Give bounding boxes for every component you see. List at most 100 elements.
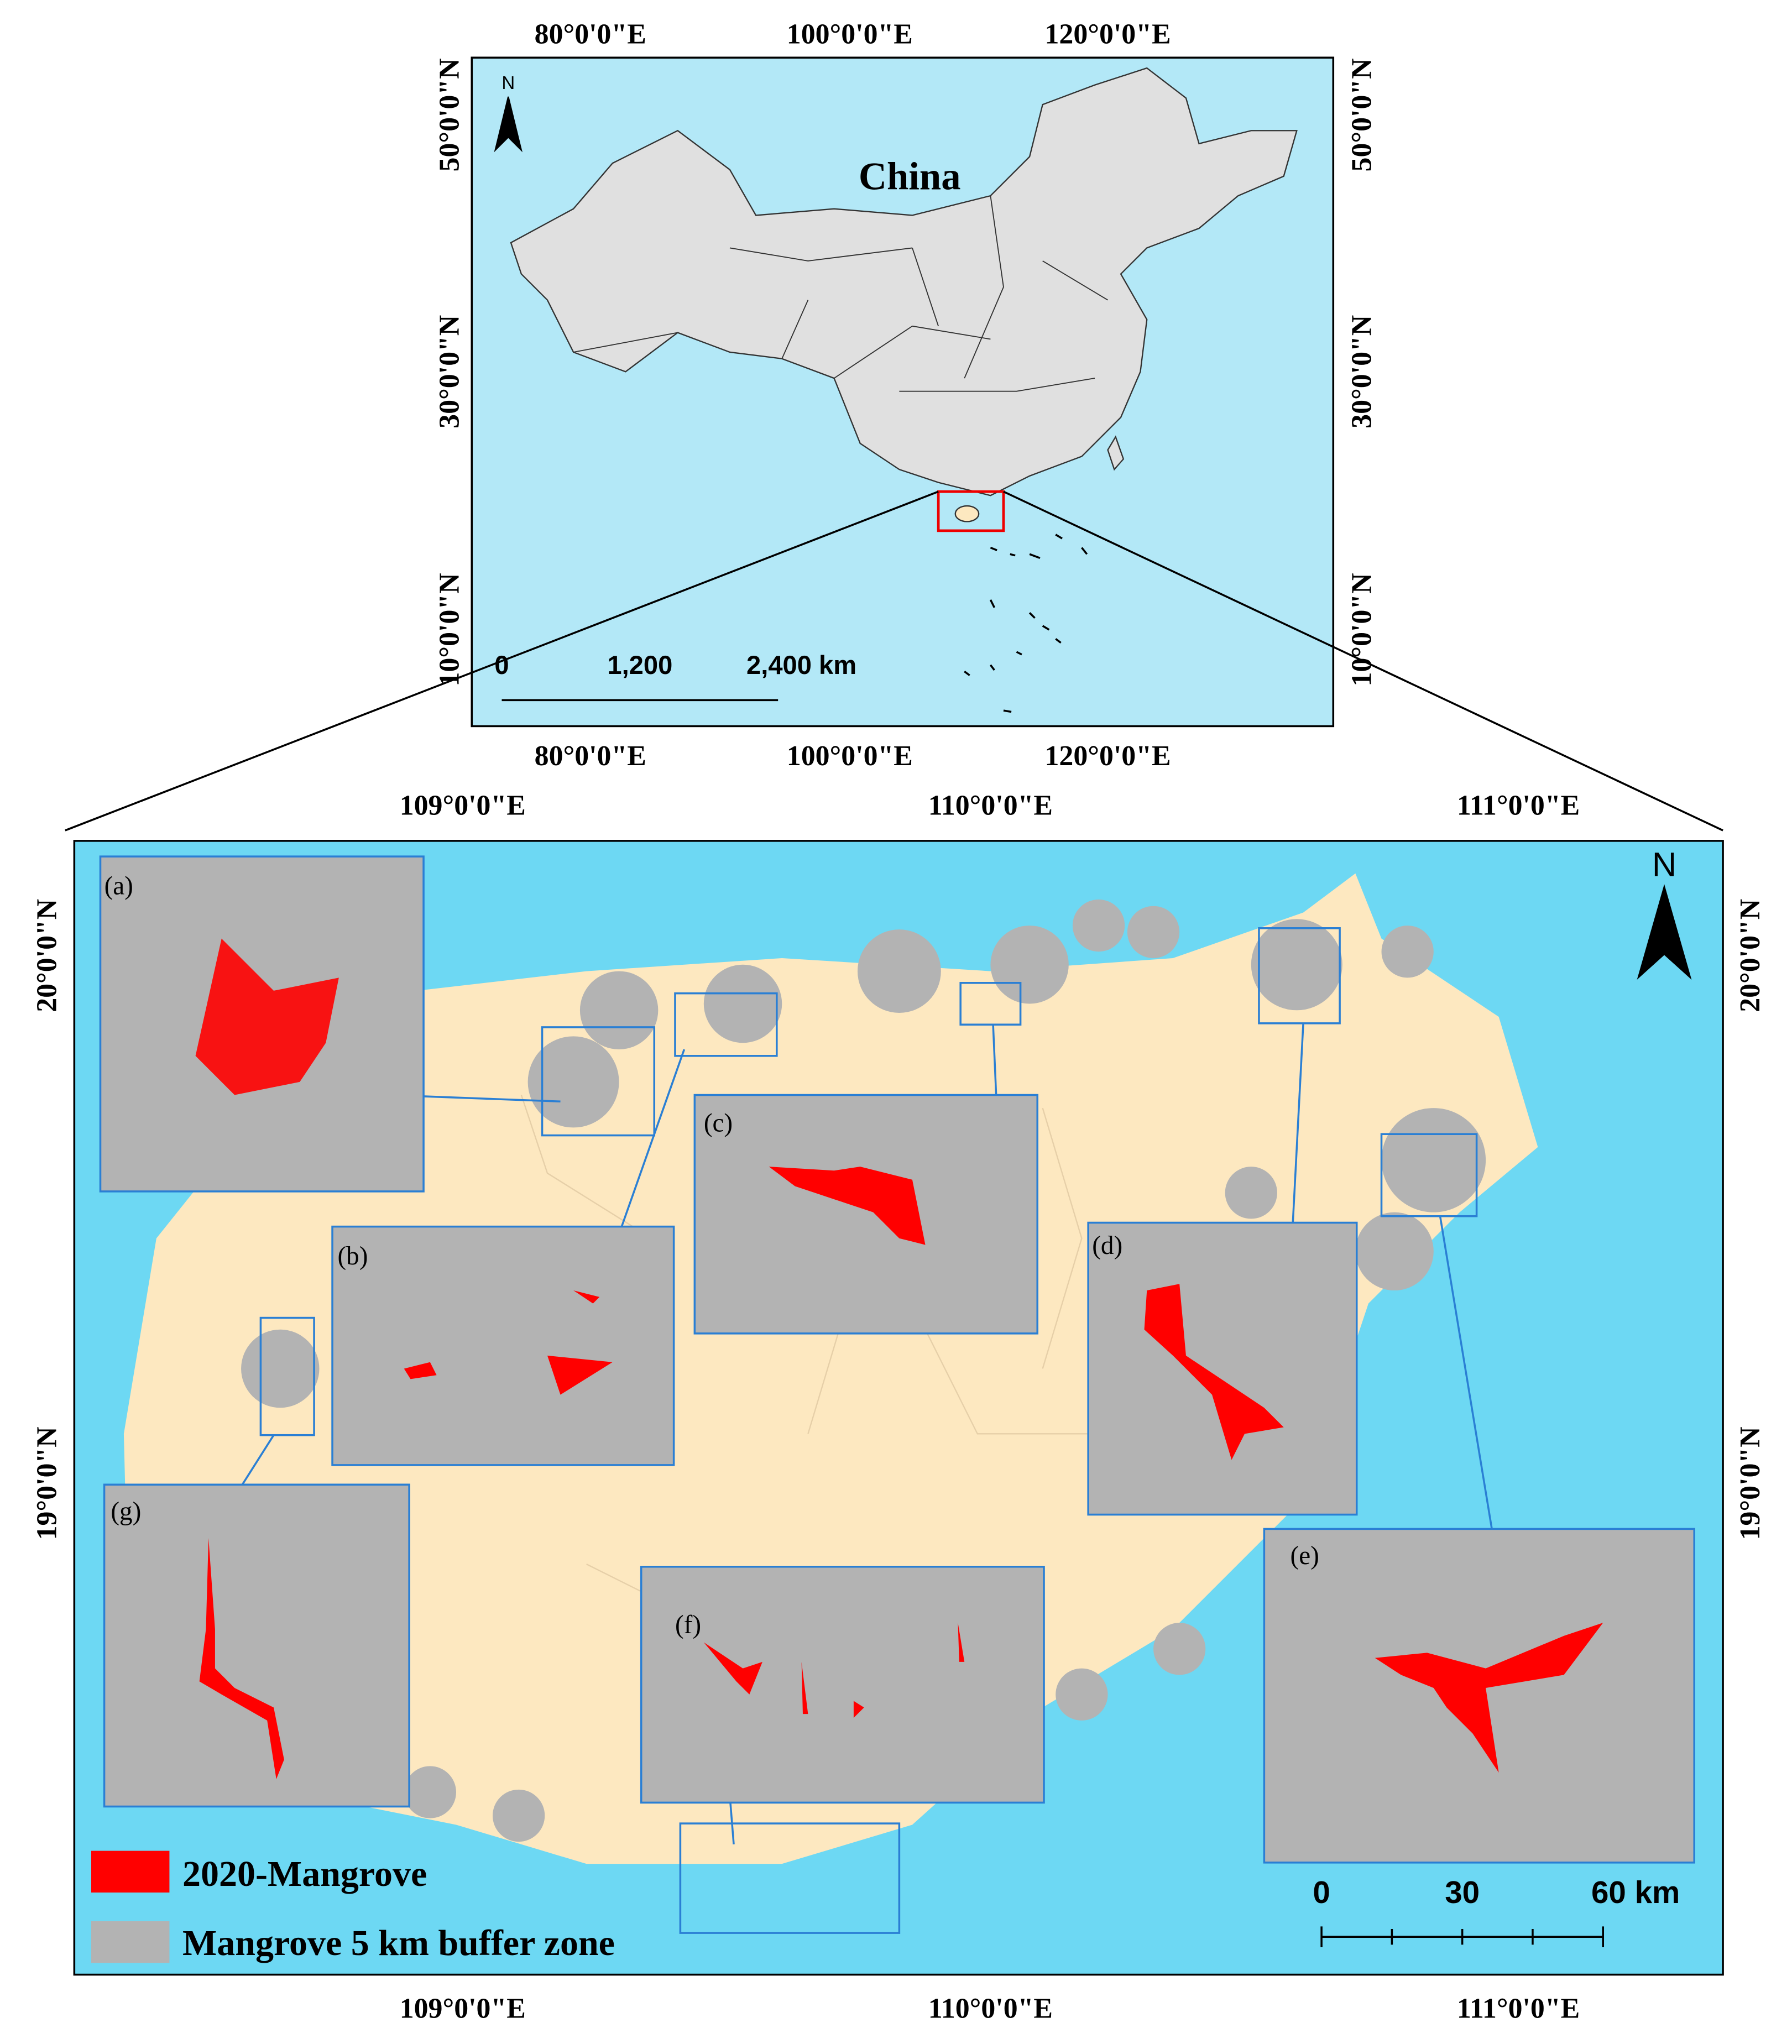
main-scale-label: 30 — [1445, 1875, 1480, 1910]
leader-lines — [214, 1023, 1497, 1844]
overview-north-label: N — [501, 72, 515, 93]
coordinate-label: 109°0'0"E — [400, 790, 526, 822]
inset-frame — [693, 1094, 1039, 1335]
mangrove-patch — [1375, 1623, 1603, 1773]
legend-swatch — [91, 1921, 170, 1963]
leader-line — [729, 1796, 735, 1844]
inset-label: (c) — [704, 1109, 733, 1137]
inset-frame — [1087, 1221, 1358, 1516]
coordinate-label: 110°0'0"E — [928, 1993, 1053, 2024]
main-north-arrow — [1637, 884, 1692, 980]
source-boxes — [259, 927, 1478, 1934]
source-box — [259, 1316, 315, 1436]
connector-line — [1003, 490, 1723, 832]
coordinate-label: 30°0'0"N — [1346, 315, 1378, 428]
main-north-label: N — [1652, 846, 1676, 884]
coordinate-label: 80°0'0"E — [535, 18, 646, 50]
source-box — [1258, 927, 1341, 1024]
buffer-zone — [1072, 899, 1125, 952]
mangrove-patch — [199, 1538, 284, 1779]
inset-b — [331, 1225, 675, 1466]
leader-line — [1292, 1023, 1304, 1223]
inset-a — [99, 855, 425, 1193]
overview-scale-label: 2,400 km — [746, 650, 856, 679]
mangrove-patch — [404, 1290, 613, 1395]
buffer-zone — [527, 1036, 619, 1128]
inset-c — [693, 1094, 1039, 1335]
buffer-zone — [857, 929, 941, 1013]
buffer-zone — [1056, 1668, 1108, 1721]
hainan-box — [937, 490, 1005, 532]
coordinate-label: 10°0'0"N — [1346, 573, 1378, 686]
taiwan — [1107, 435, 1125, 471]
buffer-zone — [1381, 926, 1434, 978]
mangrove-patch — [769, 1167, 926, 1245]
province-borders — [573, 195, 1109, 392]
coordinate-label: 19°0'0"N — [31, 1426, 62, 1540]
coordinate-label: 111°0'0"E — [1457, 790, 1580, 822]
coordinate-label: 50°0'0"N — [434, 58, 466, 171]
coordinate-label: 80°0'0"E — [535, 740, 646, 772]
overview-scale-label: 1,200 — [607, 650, 672, 679]
south-china-sea-islands — [964, 534, 1088, 713]
legend-label: 2020-Mangrove — [182, 1854, 427, 1894]
mangrove-patch — [195, 938, 339, 1095]
legend-label: Mangrove 5 km buffer zone — [182, 1923, 615, 1963]
coordinate-label: 20°0'0"N — [31, 899, 62, 1012]
inset-frame — [103, 1483, 410, 1808]
coordinate-label: 30°0'0"N — [434, 315, 466, 428]
buffer-zone — [1127, 906, 1180, 959]
coordinate-label: 19°0'0"N — [1734, 1426, 1766, 1540]
mangrove-patch — [703, 1623, 965, 1718]
coordinate-label: 111°0'0"E — [1457, 1993, 1580, 2024]
buffer-zone — [404, 1766, 456, 1818]
overview-title: China — [859, 155, 961, 198]
coordinate-label: 109°0'0"E — [400, 1993, 526, 2024]
inset-d — [1087, 1221, 1358, 1516]
buffer-zone — [1225, 1167, 1277, 1219]
inset-f — [640, 1565, 1045, 1804]
source-box — [674, 992, 778, 1057]
buffer-zone — [1251, 919, 1342, 1011]
buffer-zone — [1381, 1108, 1486, 1212]
buffer-zone — [492, 1789, 545, 1842]
inset-frame — [640, 1565, 1045, 1804]
inset-label: (a) — [105, 872, 133, 901]
inset-g — [103, 1483, 410, 1808]
mangrove-patch — [1144, 1284, 1284, 1460]
hainan-small — [954, 505, 980, 522]
buffer-zone — [1355, 1212, 1434, 1291]
connector-line — [65, 490, 939, 832]
leader-line — [1439, 1216, 1497, 1555]
source-box — [1380, 1133, 1478, 1217]
coordinate-label: 10°0'0"N — [434, 573, 466, 686]
inset-e — [1263, 1528, 1695, 1864]
coordinate-label: 20°0'0"N — [1734, 899, 1766, 1012]
inset-label: (f) — [675, 1611, 701, 1639]
buffer-zone — [703, 964, 782, 1043]
inset-label: (g) — [111, 1497, 141, 1526]
buffer-zone — [990, 926, 1069, 1004]
source-box — [541, 1026, 656, 1137]
coordinate-label: 100°0'0"E — [787, 18, 913, 50]
coordinate-label: 110°0'0"E — [928, 790, 1053, 822]
main-scale-bar — [1320, 1926, 1604, 1948]
main-scale-label: 0 — [1313, 1875, 1330, 1910]
coordinate-label: 120°0'0"E — [1044, 740, 1171, 772]
china-outline — [510, 67, 1298, 496]
buffer-zones — [241, 899, 1486, 1842]
inset-frame — [331, 1225, 675, 1466]
buffer-zone — [579, 971, 659, 1049]
main-scale-label: 60 km — [1591, 1875, 1680, 1910]
source-box — [679, 1822, 901, 1934]
legend-swatch — [91, 1850, 170, 1893]
overview-scale-label: 0 — [494, 650, 509, 679]
overview-north-arrow — [494, 96, 523, 153]
hainan-island — [123, 873, 1538, 1864]
buffer-zone — [1153, 1623, 1206, 1675]
coordinate-label: 100°0'0"E — [787, 740, 913, 772]
coordinate-label: 120°0'0"E — [1044, 18, 1171, 50]
buffer-zone — [241, 1329, 320, 1408]
